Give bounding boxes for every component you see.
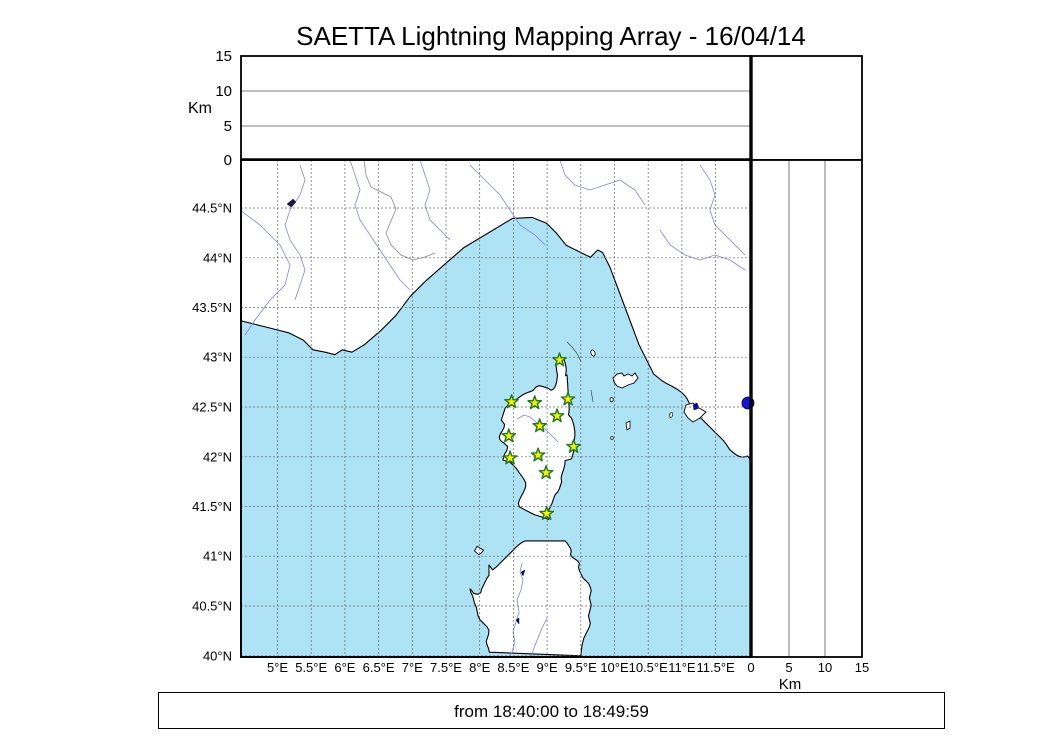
svg-text:43.5°N: 43.5°N — [192, 300, 232, 315]
svg-text:6°E: 6°E — [334, 660, 355, 675]
svg-text:5: 5 — [224, 118, 232, 135]
svg-text:40°N: 40°N — [203, 648, 232, 663]
svg-text:15: 15 — [215, 48, 232, 65]
svg-text:11°E: 11°E — [668, 660, 696, 675]
svg-text:11.5°E: 11.5°E — [696, 660, 735, 675]
svg-text:10: 10 — [215, 83, 232, 100]
svg-text:Km: Km — [188, 100, 212, 117]
svg-text:7°E: 7°E — [402, 660, 423, 675]
svg-text:10: 10 — [818, 660, 832, 675]
svg-text:5: 5 — [785, 660, 792, 675]
svg-text:10°E: 10°E — [600, 660, 629, 675]
svg-text:8.5°E: 8.5°E — [497, 660, 529, 675]
svg-text:41.5°N: 41.5°N — [192, 499, 232, 514]
svg-text:0: 0 — [224, 152, 232, 169]
svg-text:43°N: 43°N — [203, 350, 232, 365]
svg-text:10.5°E: 10.5°E — [629, 660, 669, 675]
svg-text:44.5°N: 44.5°N — [192, 201, 232, 216]
svg-text:7.5°E: 7.5°E — [430, 660, 462, 675]
svg-text:9°E: 9°E — [537, 660, 558, 675]
svg-text:44°N: 44°N — [203, 250, 232, 265]
svg-text:5.5°E: 5.5°E — [295, 660, 327, 675]
svg-text:41°N: 41°N — [203, 549, 232, 564]
svg-text:42°N: 42°N — [203, 449, 232, 464]
svg-text:9.5°E: 9.5°E — [565, 660, 597, 675]
svg-text:42.5°N: 42.5°N — [192, 400, 232, 415]
svg-text:15: 15 — [855, 660, 869, 675]
svg-text:6.5°E: 6.5°E — [363, 660, 395, 675]
svg-text:Km: Km — [779, 676, 802, 693]
svg-text:8°E: 8°E — [469, 660, 490, 675]
svg-text:40.5°N: 40.5°N — [192, 599, 232, 614]
svg-text:5°E: 5°E — [267, 660, 288, 675]
svg-text:0: 0 — [747, 660, 754, 675]
